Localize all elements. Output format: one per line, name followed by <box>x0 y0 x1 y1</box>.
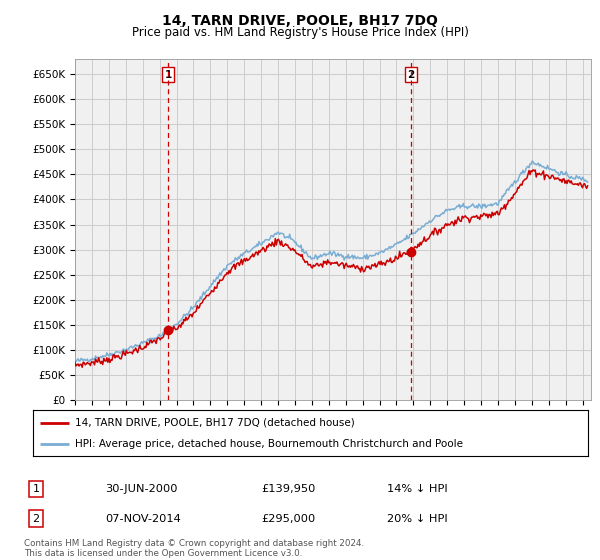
Text: 07-NOV-2014: 07-NOV-2014 <box>105 514 181 524</box>
Text: 14% ↓ HPI: 14% ↓ HPI <box>387 484 448 494</box>
Text: 30-JUN-2000: 30-JUN-2000 <box>105 484 178 494</box>
Text: 14, TARN DRIVE, POOLE, BH17 7DQ (detached house): 14, TARN DRIVE, POOLE, BH17 7DQ (detache… <box>74 418 355 428</box>
Text: 20% ↓ HPI: 20% ↓ HPI <box>387 514 448 524</box>
Text: HPI: Average price, detached house, Bournemouth Christchurch and Poole: HPI: Average price, detached house, Bour… <box>74 439 463 449</box>
Text: This data is licensed under the Open Government Licence v3.0.: This data is licensed under the Open Gov… <box>24 549 302 558</box>
Text: Price paid vs. HM Land Registry's House Price Index (HPI): Price paid vs. HM Land Registry's House … <box>131 26 469 39</box>
Text: 2: 2 <box>32 514 40 524</box>
Text: £295,000: £295,000 <box>261 514 315 524</box>
Text: 14, TARN DRIVE, POOLE, BH17 7DQ: 14, TARN DRIVE, POOLE, BH17 7DQ <box>162 14 438 28</box>
Text: 1: 1 <box>32 484 40 494</box>
Text: 2: 2 <box>407 70 415 80</box>
Text: Contains HM Land Registry data © Crown copyright and database right 2024.: Contains HM Land Registry data © Crown c… <box>24 539 364 548</box>
Text: 1: 1 <box>164 70 172 80</box>
Text: £139,950: £139,950 <box>261 484 316 494</box>
